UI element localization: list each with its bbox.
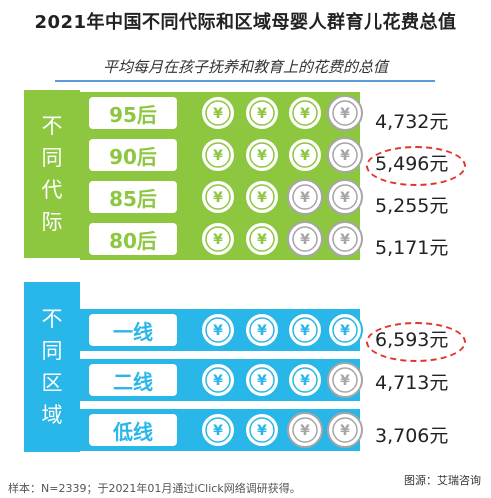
coin-icon: ¥: [287, 95, 323, 131]
generation-group-char: 同: [41, 146, 63, 170]
svg-text:¥: ¥: [300, 373, 310, 389]
category-label-95: 95后: [89, 97, 177, 129]
svg-text:¥: ¥: [300, 190, 310, 206]
coin-icon: ¥: [287, 221, 323, 257]
category-label-lower-tier: 低线: [89, 414, 177, 446]
coin-icon: ¥: [200, 137, 236, 173]
svg-text:¥: ¥: [340, 232, 350, 248]
svg-text:¥: ¥: [213, 190, 223, 206]
svg-text:¥: ¥: [300, 323, 310, 339]
svg-text:¥: ¥: [340, 106, 350, 122]
svg-text:¥: ¥: [213, 148, 223, 164]
coin-icon: ¥: [327, 137, 363, 173]
svg-text:¥: ¥: [257, 106, 267, 122]
svg-text:¥: ¥: [300, 148, 310, 164]
coin-icon: ¥: [287, 179, 323, 215]
source-credit: 图源：艾瑞咨询: [404, 474, 481, 487]
svg-text:¥: ¥: [340, 323, 350, 339]
coin-icon: ¥: [244, 95, 280, 131]
coin-icon: ¥: [200, 95, 236, 131]
svg-text:¥: ¥: [213, 373, 223, 389]
svg-text:¥: ¥: [300, 232, 310, 248]
svg-text:¥: ¥: [213, 106, 223, 122]
highlight-ellipse-90: [366, 146, 466, 186]
coin-icon: ¥: [200, 412, 236, 448]
svg-text:¥: ¥: [300, 423, 310, 439]
svg-text:¥: ¥: [340, 148, 350, 164]
region-group-char: 同: [41, 339, 63, 363]
value-label-85: 5,255元: [375, 195, 449, 217]
coin-icon: ¥: [244, 362, 280, 398]
svg-text:¥: ¥: [340, 373, 350, 389]
category-label-90: 90后: [89, 139, 177, 171]
svg-text:¥: ¥: [300, 106, 310, 122]
category-label-tier2: 二线: [89, 364, 177, 396]
svg-text:¥: ¥: [213, 232, 223, 248]
value-label-lower-tier: 3,706元: [375, 425, 449, 447]
region-group-char: 不: [41, 307, 63, 331]
category-label-85: 85后: [89, 181, 177, 213]
svg-text:¥: ¥: [340, 190, 350, 206]
chart-title: 2021年中国不同代际和区域母婴人群育儿花费总值: [34, 12, 457, 33]
svg-text:¥: ¥: [257, 232, 267, 248]
coin-icon: ¥: [200, 312, 236, 348]
subtitle-underline: [55, 80, 435, 82]
coin-icon: ¥: [327, 312, 363, 348]
value-label-80: 5,171元: [375, 237, 449, 259]
svg-text:¥: ¥: [257, 373, 267, 389]
coin-icon: ¥: [327, 412, 363, 448]
coin-icon: ¥: [287, 312, 323, 348]
footnote: 样本：N=2339；于2021年01月通过iClick网络调研获得。: [8, 482, 301, 495]
highlight-ellipse-tier1: [366, 322, 466, 362]
svg-text:¥: ¥: [340, 423, 350, 439]
generation-group-char: 不: [41, 114, 63, 138]
coin-icon: ¥: [200, 362, 236, 398]
coin-icon: ¥: [287, 412, 323, 448]
coin-icon: ¥: [327, 221, 363, 257]
svg-text:¥: ¥: [257, 323, 267, 339]
svg-text:¥: ¥: [213, 323, 223, 339]
generation-group-char: 代: [41, 178, 63, 202]
value-label-tier2: 4,713元: [375, 372, 449, 394]
svg-text:¥: ¥: [257, 148, 267, 164]
coin-icon: ¥: [327, 95, 363, 131]
chart-subtitle: 平均每月在孩子抚养和教育上的花费的总值: [102, 58, 388, 76]
generation-group-char: 际: [41, 210, 63, 234]
svg-text:¥: ¥: [257, 190, 267, 206]
value-label-95: 4,732元: [375, 111, 449, 133]
coin-icon: ¥: [244, 312, 280, 348]
coin-icon: ¥: [287, 362, 323, 398]
coin-icon: ¥: [244, 179, 280, 215]
region-group-char: 区: [41, 371, 63, 395]
category-label-80: 80后: [89, 223, 177, 255]
coin-icon: ¥: [244, 221, 280, 257]
coin-icon: ¥: [244, 137, 280, 173]
svg-text:¥: ¥: [213, 423, 223, 439]
coin-icon: ¥: [327, 179, 363, 215]
coin-icon: ¥: [200, 221, 236, 257]
region-group-label: 不 同 区 域: [24, 282, 80, 452]
generation-group-label: 不 同 代 际: [24, 90, 80, 258]
category-label-tier1: 一线: [89, 314, 177, 346]
coin-icon: ¥: [287, 137, 323, 173]
coin-icon: ¥: [200, 179, 236, 215]
svg-text:¥: ¥: [257, 423, 267, 439]
coin-icon: ¥: [327, 362, 363, 398]
coin-icon: ¥: [244, 412, 280, 448]
region-group-char: 域: [41, 403, 63, 427]
